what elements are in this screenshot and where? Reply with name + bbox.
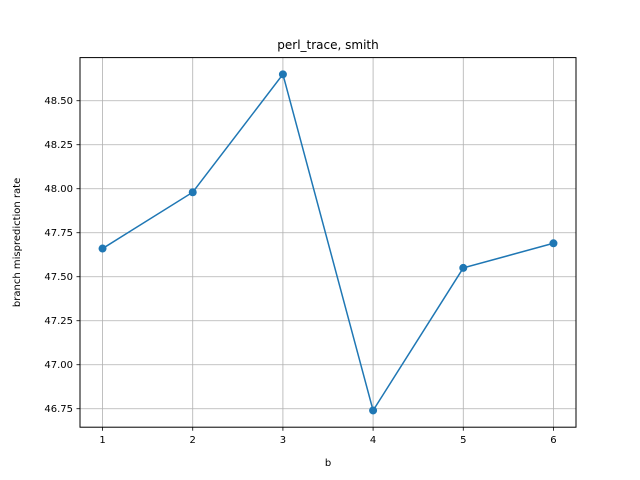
x-tick-label: 6 xyxy=(550,435,556,446)
x-tick-label: 4 xyxy=(370,435,376,446)
chart-title: perl_trace, smith xyxy=(277,38,378,52)
y-axis-label: branch misprediction rate xyxy=(12,178,23,307)
x-tick-label: 2 xyxy=(190,435,196,446)
ticks: 1 2 3 4 5 6 46.75 47.00 47.25 47.50 47.75 48.00 48.2… xyxy=(44,96,556,446)
x-axis-label: b xyxy=(325,458,331,469)
x-tick-label: 3 xyxy=(280,435,286,446)
data-point xyxy=(549,239,558,248)
y-tick-label: 48.50 xyxy=(44,96,73,107)
x-tick-label: 1 xyxy=(99,435,105,446)
y-tick-label: 48.00 xyxy=(44,184,73,195)
y-tick-label: 47.50 xyxy=(44,272,73,283)
data-point xyxy=(278,70,287,79)
data-point xyxy=(98,244,107,253)
y-tick-label: 47.75 xyxy=(44,228,73,239)
y-tick-label: 46.75 xyxy=(44,404,73,415)
y-tick-label: 47.00 xyxy=(44,360,73,371)
y-tick-label: 48.25 xyxy=(44,140,73,151)
y-tick-label: 47.25 xyxy=(44,316,73,327)
x-tick-label: 5 xyxy=(460,435,466,446)
data-point xyxy=(369,406,378,415)
series-line xyxy=(102,72,554,413)
series xyxy=(98,70,558,415)
data-point xyxy=(459,263,468,272)
plot-frame xyxy=(79,57,577,428)
data-point xyxy=(188,188,197,197)
